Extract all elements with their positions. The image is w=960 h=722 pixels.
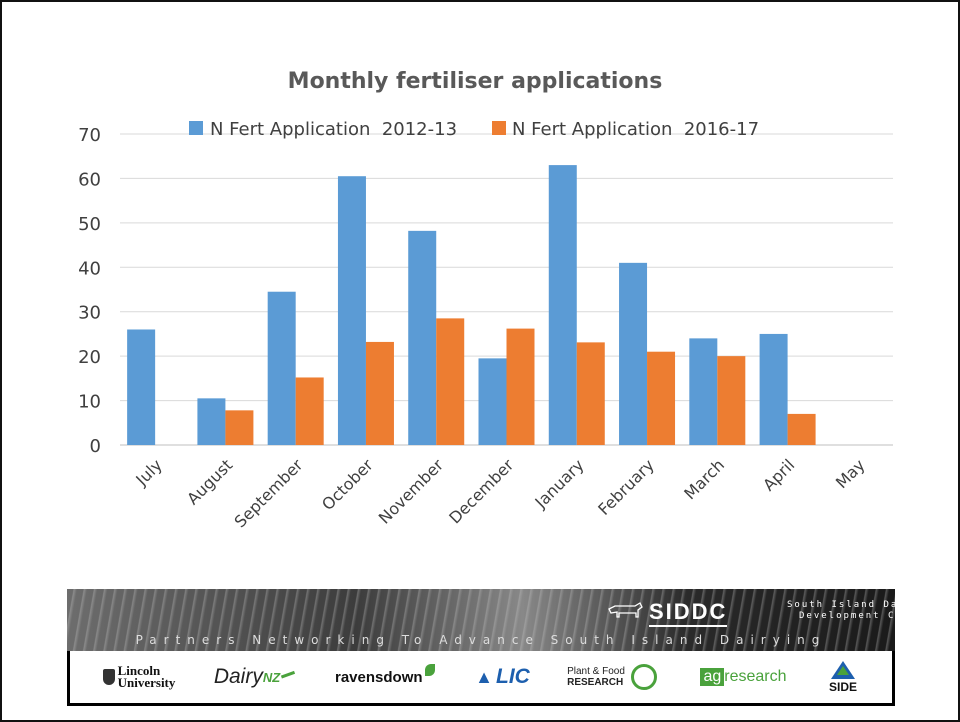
y-tick-label: 40 (78, 258, 101, 279)
partner-logos: Lincoln University Dairy NZ ravensdown ▲ … (70, 651, 892, 703)
grass-background (67, 589, 895, 651)
lincoln-university-logo: Lincoln University (94, 651, 184, 703)
ravensdown-leaf-icon (424, 664, 435, 676)
bar-2016-17 (506, 328, 535, 445)
bar-2016-17 (787, 413, 816, 445)
y-tick-label: 0 (90, 436, 101, 457)
x-tick-label: January (531, 455, 588, 512)
siddc-fullname-line1: South Island Dairying (787, 600, 895, 610)
bar-2012-13 (267, 291, 296, 445)
bar-2016-17 (717, 356, 746, 445)
lincoln-crest-icon (102, 669, 115, 685)
bar-2012-13 (689, 338, 718, 445)
legend-label-2016-17: N Fert Application 2016-17 (512, 119, 759, 140)
bar-2012-13 (337, 176, 366, 445)
x-tick-label: February (594, 455, 658, 519)
siddc-fullname-line2: Development Centre (799, 611, 895, 621)
bar-2016-17 (576, 342, 605, 445)
bar-2012-13 (548, 165, 577, 445)
ravensdown-text: ravensdown (335, 668, 423, 686)
bar-2012-13 (127, 329, 156, 445)
siddc-logo: SIDDC South Island Dairying Development … (607, 597, 895, 627)
dairynz-logo: Dairy NZ (205, 651, 305, 703)
side-logo: SIDE (818, 651, 868, 703)
x-tick-label: December (445, 455, 517, 527)
y-tick-label: 50 (78, 214, 101, 235)
bar-2016-17 (225, 410, 254, 445)
bar-chart: Monthly fertiliser applications 0 10 20 30 4… (78, 69, 893, 531)
siddc-fullname: South Island Dairying Development Centre (787, 600, 895, 622)
cow-icon (608, 602, 643, 618)
x-tick-label: April (759, 455, 798, 494)
bar-2016-17 (647, 351, 676, 445)
y-tick-label: 10 (78, 392, 101, 413)
agresearch-suffix: research (724, 668, 787, 685)
bar-2016-17 (365, 341, 394, 445)
bar-2012-13 (408, 230, 437, 445)
x-tick-label: November (375, 455, 448, 528)
y-tick-label: 70 (78, 125, 101, 146)
partner-banner: SIDDC South Island Dairying Development … (67, 589, 895, 706)
ravensdown-logo: ravensdown (335, 651, 435, 703)
siddc-name: SIDDC (649, 599, 728, 627)
bar-2016-17 (295, 377, 324, 445)
pfr-text: Plant & Food RESEARCH (567, 666, 625, 688)
plant-food-research-logo: Plant & Food RESEARCH (562, 651, 662, 703)
y-tick-label: 20 (78, 347, 101, 368)
x-tick-label: July (131, 455, 165, 489)
lincoln-text: Lincoln University (117, 663, 176, 690)
bar-2012-13 (197, 398, 226, 445)
y-tick-label: 60 (78, 169, 101, 190)
legend-swatch-2016-17 (492, 121, 506, 135)
agresearch-prefix: ag (700, 668, 725, 686)
dairynz-main: Dairy (213, 665, 263, 688)
legend-swatch-2012-13 (189, 121, 203, 135)
banner-tagline: Partners Networking To Advance South Isl… (135, 633, 827, 647)
y-tick-label: 30 (78, 303, 101, 324)
legend-label-2012-13: N Fert Application 2012-13 (210, 119, 457, 140)
lic-logo: ▲ LIC (465, 651, 540, 703)
bars (127, 165, 816, 445)
y-axis-ticks: 0 10 20 30 40 50 60 70 (78, 125, 101, 457)
dairynz-suffix: NZ (262, 669, 281, 685)
side-mountain-icon (831, 661, 855, 679)
x-tick-label: May (832, 455, 869, 492)
legend: N Fert Application 2012-13 N Fert Applic… (189, 119, 759, 140)
chart-title: Monthly fertiliser applications (288, 69, 663, 94)
x-tick-label: March (680, 455, 728, 503)
x-tick-label: October (318, 455, 377, 514)
lincoln-line1: Lincoln (117, 663, 161, 678)
bar-2012-13 (619, 262, 648, 445)
dairynz-swoosh-icon (281, 670, 298, 684)
pfr-line1: Plant & Food (567, 666, 625, 677)
lic-text: LIC (496, 665, 530, 688)
lic-triangle-icon: ▲ (475, 666, 493, 687)
bar-2012-13 (478, 358, 507, 445)
x-tick-label: September (231, 455, 307, 531)
bar-2012-13 (759, 333, 788, 445)
pfr-line2: RESEARCH (567, 677, 624, 688)
x-tick-label: August (183, 455, 236, 508)
lincoln-line2: University (117, 675, 176, 690)
side-text: SIDE (828, 680, 857, 694)
bar-2016-17 (436, 318, 465, 445)
pfr-circle-icon (630, 664, 657, 690)
agresearch-logo: ag research (696, 651, 791, 703)
